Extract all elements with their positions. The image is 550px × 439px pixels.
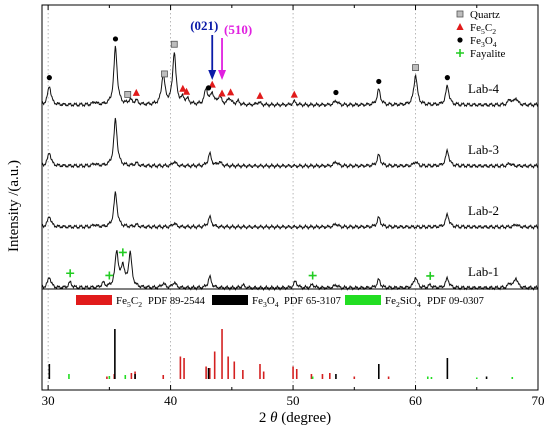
series-label-lab-3: Lab-3	[468, 142, 499, 157]
fe5c2-marker	[208, 80, 216, 88]
ref-legend-pdf-fe5c2: PDF 89-2544	[148, 296, 206, 307]
ref-legend-swatch-fe2sio4	[345, 295, 381, 305]
legend-label-fe5c2: Fe5C2	[470, 22, 496, 36]
ref-legend-label-fe3o4: Fe3O4	[252, 295, 279, 309]
fayalite-marker	[118, 248, 127, 257]
annotation-021: (021)	[190, 18, 218, 33]
x-axis-label-theta: θ	[270, 410, 278, 426]
fe3o4-marker	[46, 75, 52, 81]
curve-lab-4	[41, 45, 539, 108]
quartz-marker	[170, 40, 178, 48]
legend-symbol-fe3o4	[457, 37, 463, 43]
legend-label-fe3o4: Fe3O4	[470, 35, 497, 49]
fayalite-marker	[426, 271, 435, 280]
peak-annotations: (021) (510)	[190, 18, 252, 80]
curve-lab-3	[41, 117, 539, 170]
grid-lines	[47, 5, 416, 390]
x-tick-label: 40	[164, 393, 177, 408]
x-axis-label-unit: (degree)	[277, 410, 332, 426]
series-label-lab-1: Lab-1	[468, 264, 499, 279]
fe3o4-marker	[444, 74, 450, 81]
axes: 30 40 50 60 70	[41, 4, 545, 408]
fayalite-marker	[105, 271, 114, 280]
x-axis-label: 2 θ (degree)	[195, 410, 395, 427]
annotation-510: (510)	[224, 22, 252, 37]
series-label-lab-4: Lab-4	[468, 81, 500, 96]
x-tick-label: 50	[287, 393, 300, 408]
legend-label-quartz: Quartz	[470, 9, 500, 21]
reference-sticks	[48, 329, 514, 379]
fayalite-marker	[308, 271, 317, 280]
fe5c2-marker	[227, 88, 235, 96]
legend-symbol-quartz	[456, 10, 464, 18]
fe5c2-marker	[290, 90, 298, 98]
fe5c2-marker	[179, 84, 187, 92]
fe3o4-marker	[333, 89, 339, 96]
ref-legend-pdf-fe3o4: PDF 65-3107	[284, 296, 341, 307]
quartz-marker	[124, 91, 132, 98]
quartz-marker	[412, 64, 419, 72]
x-tick-label: 30	[42, 393, 55, 408]
fe5c2-marker	[218, 89, 226, 97]
diffraction-curves: Lab-4 Lab-3 Lab-2 Lab-1	[41, 45, 539, 292]
quartz-marker	[161, 70, 168, 78]
legend-label-fayalite: Fayalite	[470, 48, 506, 60]
curve-lab-1	[41, 250, 539, 292]
plot-frame	[41, 4, 539, 391]
ref-legend-pdf-fe2sio4: PDF 09-0307	[427, 296, 484, 307]
fayalite-marker	[66, 269, 75, 278]
fe5c2-marker	[182, 87, 191, 95]
annotation-021-arrowhead	[208, 70, 217, 80]
fe5c2-marker	[132, 88, 140, 96]
ref-legend-swatch-fe3o4	[212, 295, 248, 305]
ref-legend-label-fe2sio4: Fe2SiO4	[385, 295, 421, 309]
x-tick-label: 60	[409, 393, 422, 408]
x-tick-label: 70	[532, 393, 545, 408]
annotation-510-arrowhead	[218, 70, 227, 80]
y-axis-label: Intensity /(a.u.)	[6, 159, 22, 253]
fe3o4-marker	[112, 36, 119, 42]
legend-symbol-fayalite	[456, 49, 464, 57]
ref-legend-label-fe5c2: Fe5C2	[116, 295, 142, 309]
reference-legend: Fe5C2 PDF 89-2544 Fe3O4 PDF 65-3107 Fe2SiO4 P…	[76, 295, 484, 309]
x-axis-label-prefix: 2	[258, 410, 271, 426]
fe3o4-marker	[376, 78, 382, 85]
fe5c2-marker	[256, 91, 264, 99]
series-label-lab-2: Lab-2	[468, 203, 499, 218]
fe3o4-marker	[205, 85, 212, 91]
legend-symbol-fe5c2	[456, 23, 464, 30]
curve-lab-2	[41, 191, 539, 231]
ref-legend-swatch-fe5c2	[76, 295, 112, 305]
phase-markers	[46, 36, 450, 280]
